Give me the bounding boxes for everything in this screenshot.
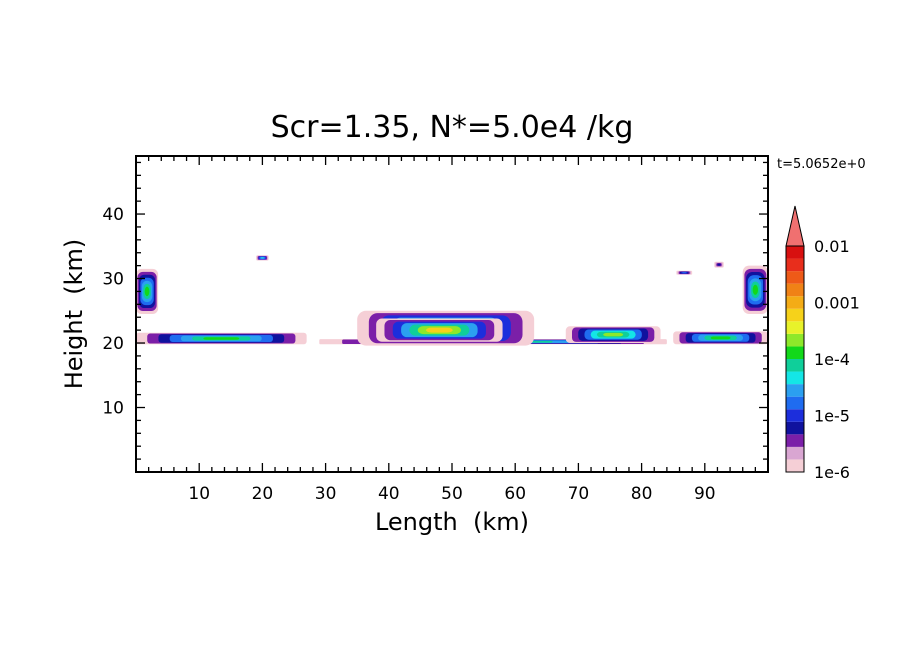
cloud-field [136, 255, 768, 346]
contour-band [203, 337, 240, 340]
colorbar [785, 205, 805, 473]
colorbar-swatch [786, 434, 804, 447]
colorbar-swatch [786, 396, 804, 410]
colorbar-swatch [786, 308, 804, 322]
colorbar-swatch [786, 321, 804, 334]
cloud-region-blob-87km [676, 270, 693, 275]
colorbar-swatch [786, 359, 804, 372]
contour-band [426, 327, 453, 333]
x-tick-label: 90 [694, 484, 716, 504]
cloud-region-base-layer-right [673, 331, 768, 345]
colorbar-swatch [786, 258, 804, 272]
contour-band [144, 286, 150, 297]
contour-band [603, 332, 624, 337]
cloud-region-blob-92km [714, 261, 724, 268]
x-tick-labels: 10 20 30 40 50 60 70 80 90 [188, 484, 715, 504]
contour-band [682, 272, 687, 274]
y-tick-label: 20 [102, 334, 124, 354]
cloud-region-cloud-core-inner [376, 318, 503, 342]
contour-band [752, 284, 759, 295]
colorbar-swatch [786, 346, 804, 359]
cloud-region-column-right-edge [742, 265, 768, 314]
cloud-region-patch-right-70-83 [565, 326, 661, 344]
colorbar-label: 0.001 [814, 294, 860, 313]
axis-ticks [136, 156, 768, 472]
colorbar-frame [785, 245, 805, 473]
x-tick-label: 40 [378, 484, 400, 504]
colorbar-label: 1e-4 [814, 350, 850, 369]
colorbar-labels: 0.01 0.001 1e-4 1e-5 1e-6 [814, 237, 860, 482]
contour-band [717, 263, 721, 266]
x-tick-label: 50 [441, 484, 463, 504]
x-tick-label: 20 [252, 484, 274, 504]
contour-band [710, 336, 731, 340]
colorbar-swatch [786, 283, 804, 297]
colorbar-swatch [786, 371, 804, 385]
x-tick-label: 80 [631, 484, 653, 504]
x-tick-label: 30 [315, 484, 337, 504]
colorbar-swatch [786, 459, 804, 472]
colorbar-label: 1e-5 [814, 407, 850, 426]
colorbar-swatch [786, 446, 804, 460]
colorbar-swatch [786, 271, 804, 284]
colorbar-swatch [786, 296, 804, 309]
colorbar-swatch [786, 421, 804, 435]
x-axis-label: Length (km) [375, 508, 529, 536]
x-tick-label: 70 [568, 484, 590, 504]
y-axis-label: Height (km) [60, 239, 88, 390]
colorbar-swatch [786, 384, 804, 397]
y-tick-label: 40 [102, 205, 124, 225]
x-tick-label: 10 [188, 484, 210, 504]
x-tick-label: 60 [504, 484, 526, 504]
colorbar-extend-triangle [785, 205, 805, 247]
colorbar-swatch [786, 246, 804, 259]
colorbar-label: 0.01 [814, 237, 850, 256]
y-tick-label: 30 [102, 270, 124, 290]
time-label: t=5.0652e+0 [777, 157, 866, 172]
y-tick-label: 10 [102, 399, 124, 419]
cloud-region-base-layer-left [136, 332, 307, 345]
colorbar-swatch [786, 333, 804, 347]
cloud-region-column-left-edge [136, 268, 159, 314]
colorbar-swatch [786, 409, 804, 422]
chart-title: Scr=1.35, N*=5.0e4 /kg [271, 110, 634, 145]
cloud-region-blob-20km [256, 255, 269, 261]
contour-band [261, 257, 264, 259]
colorbar-label: 1e-6 [814, 463, 850, 482]
y-tick-labels: 10 20 30 40 [102, 205, 124, 418]
